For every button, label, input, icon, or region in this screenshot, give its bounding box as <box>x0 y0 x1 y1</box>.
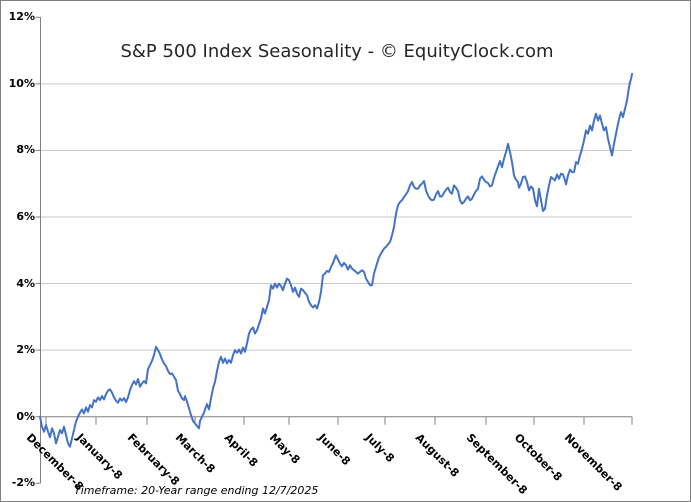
y-axis-label: 4% <box>16 276 35 290</box>
y-axis-label: -2% <box>11 476 35 490</box>
timeframe-footnote: Timeframe: 20-Year range ending 12/7/202… <box>74 484 319 497</box>
y-axis-label: 2% <box>16 343 35 357</box>
y-axis-label: 6% <box>16 209 35 223</box>
y-axis-label: 8% <box>16 143 35 157</box>
y-axis-label: 0% <box>16 409 35 423</box>
chart-title: S&P 500 Index Seasonality - © EquityCloc… <box>120 41 554 62</box>
y-axis-label: 10% <box>8 76 35 90</box>
seasonality-line <box>39 72 633 448</box>
y-axis-label: 12% <box>8 10 35 24</box>
